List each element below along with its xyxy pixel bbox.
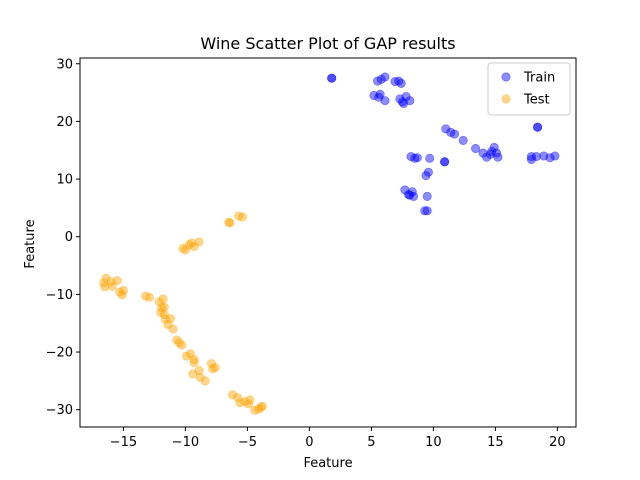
series-train <box>327 72 560 216</box>
data-point-train <box>545 153 555 163</box>
data-point-test <box>234 211 244 221</box>
data-point-test <box>117 290 127 300</box>
x-tick-label: 15 <box>487 435 504 450</box>
data-point-train <box>405 190 415 200</box>
legend-box <box>487 62 571 116</box>
y-tick-label: −20 <box>46 346 73 361</box>
data-point-train <box>380 96 390 106</box>
data-point-test <box>112 276 122 286</box>
data-point-train <box>422 191 432 201</box>
data-point-train <box>531 152 541 162</box>
axes: −15 −10 −5 0 5 10 15 20 −30 −20 −10 0 10 20 30 <box>46 57 577 450</box>
data-point-train <box>533 122 543 132</box>
data-point-train <box>327 73 337 83</box>
data-point-test <box>144 292 154 302</box>
y-axis-label: Feature <box>23 219 38 268</box>
data-point-train <box>489 142 499 152</box>
x-tick-label: −5 <box>238 435 257 450</box>
data-point-test <box>208 364 218 374</box>
data-point-test <box>225 218 235 228</box>
x-tick-label: −10 <box>172 435 199 450</box>
data-point-train <box>485 149 495 159</box>
data-point-test <box>141 291 151 301</box>
x-tick-label: 0 <box>305 435 313 450</box>
data-point-train <box>550 151 560 161</box>
x-tick-label: 20 <box>549 435 566 450</box>
data-point-test <box>200 376 210 386</box>
data-point-test <box>100 282 110 292</box>
legend-marker-train <box>501 72 511 82</box>
data-point-train <box>441 124 451 134</box>
data-point-train <box>526 155 536 165</box>
data-points <box>99 72 560 415</box>
data-point-test <box>168 324 178 334</box>
data-point-test <box>189 357 199 367</box>
legend: Train Test <box>487 62 571 116</box>
legend-label-train: Train <box>523 71 555 86</box>
data-point-test <box>177 340 187 350</box>
series-test <box>99 211 267 415</box>
data-point-test <box>163 319 173 329</box>
data-point-train <box>422 206 432 216</box>
data-point-test <box>187 238 197 248</box>
data-point-test <box>195 372 205 382</box>
data-point-train <box>449 129 459 139</box>
y-tick-label: −10 <box>46 288 73 303</box>
data-point-test <box>180 245 190 255</box>
data-point-test <box>185 349 195 359</box>
x-tick-label: 5 <box>367 435 375 450</box>
data-point-train <box>440 157 450 167</box>
data-point-train <box>423 167 433 177</box>
y-tick-label: 30 <box>56 57 73 72</box>
y-tick-label: 20 <box>56 115 73 130</box>
data-point-test <box>257 401 267 411</box>
data-point-test <box>159 310 169 320</box>
data-point-train <box>397 97 407 107</box>
data-point-train <box>396 78 406 88</box>
x-tick-label: −15 <box>110 435 137 450</box>
data-point-test <box>189 354 199 364</box>
legend-marker-test <box>501 94 511 104</box>
data-point-train <box>420 206 430 216</box>
data-point-test <box>107 281 117 291</box>
data-point-test <box>159 302 169 312</box>
data-point-train <box>425 153 435 163</box>
data-point-test <box>254 404 264 414</box>
y-tick-label: 10 <box>56 173 73 188</box>
x-tick-label: 10 <box>425 435 442 450</box>
axes-frame <box>79 57 577 428</box>
data-point-train <box>375 89 385 99</box>
data-point-test <box>237 212 247 222</box>
legend-label-test: Test <box>523 93 550 108</box>
data-point-test <box>228 390 238 400</box>
data-point-test <box>101 273 111 283</box>
y-tick-label: 0 <box>65 230 73 245</box>
data-point-test <box>256 402 266 412</box>
data-point-test <box>233 393 243 403</box>
chart-title: Wine Scatter Plot of GAP results <box>200 34 455 53</box>
data-point-train <box>380 72 390 82</box>
data-point-train <box>493 152 503 162</box>
data-point-train <box>405 96 415 106</box>
data-point-test <box>194 365 204 375</box>
data-point-test <box>178 243 188 253</box>
data-point-train <box>471 144 481 154</box>
y-tick-label: −30 <box>46 403 73 418</box>
x-axis-label: Feature <box>303 456 352 471</box>
data-point-train <box>482 152 492 162</box>
data-point-train <box>458 135 468 145</box>
data-point-train <box>526 152 536 162</box>
data-point-train <box>412 153 422 163</box>
data-point-test <box>245 395 255 405</box>
data-point-test <box>158 294 168 304</box>
data-point-test <box>194 237 204 247</box>
data-point-test <box>210 363 220 373</box>
